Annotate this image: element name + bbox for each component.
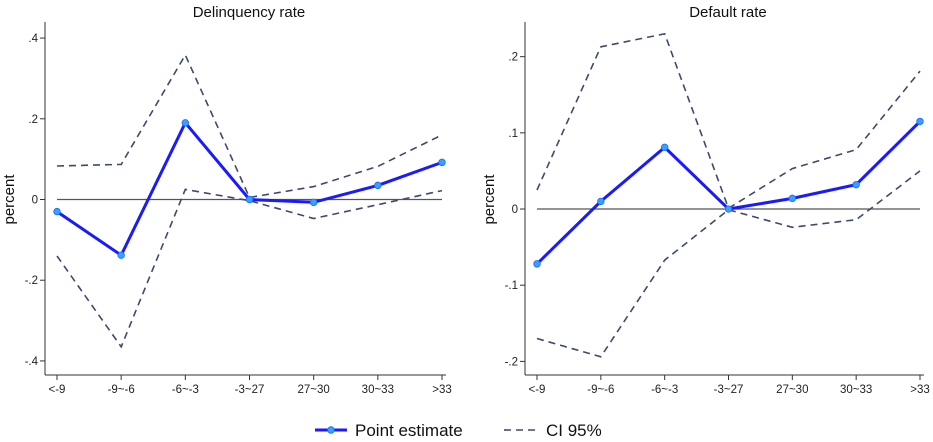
y-tick-label: 0 xyxy=(32,195,38,207)
x-tick-label: <-9 xyxy=(529,384,546,396)
legend-point-estimate-label: Point estimate xyxy=(355,421,463,440)
y-tick-label: 0 xyxy=(512,204,518,216)
point-estimate-marker xyxy=(788,194,797,203)
y-tick-label: -.2 xyxy=(505,356,518,368)
point-estimate-marker xyxy=(53,207,61,216)
y-axis-label: percent xyxy=(1,174,18,225)
x-tick-label: -6~-3 xyxy=(651,384,678,396)
point-estimate-marker xyxy=(597,197,605,206)
ci-lower-line xyxy=(56,188,443,349)
x-tick-label: 27~30 xyxy=(298,384,330,396)
point-estimate-marker xyxy=(533,260,541,268)
legend: Point estimate CI 95% xyxy=(315,421,602,440)
y-tick-label: -.2 xyxy=(25,275,38,287)
y-tick-label: -.4 xyxy=(25,356,39,368)
y-tick-label: .2 xyxy=(508,52,518,64)
chart-title: Delinquency rate xyxy=(193,4,306,21)
x-tick-label: <-9 xyxy=(49,384,66,396)
point-estimate-marker xyxy=(374,181,382,190)
ci-lower-line xyxy=(536,170,921,358)
panel-1: Delinquency rate percent -.4 -.2 0 .2 .4 <-9 -9~… xyxy=(1,4,452,396)
x-tick-label: 30~33 xyxy=(362,384,394,396)
x-tick-label: -3~27 xyxy=(235,384,265,396)
point-estimate-marker xyxy=(438,158,446,167)
x-tick-label: 30~33 xyxy=(840,384,872,396)
point-estimate-marker xyxy=(852,180,860,189)
ci-upper-line xyxy=(56,53,443,199)
y-tick-label: .2 xyxy=(28,114,38,126)
point-estimate-marker xyxy=(660,143,669,152)
panel-2: Default rate percent -.2 -.1 0 .1 .2 <-9 -9~-6 -6… xyxy=(481,4,930,396)
y-tick-label: .1 xyxy=(508,128,518,140)
x-tick-label: -6~-3 xyxy=(172,384,199,396)
point-estimate-marker xyxy=(724,205,733,213)
y-axis-label: percent xyxy=(481,174,498,225)
y-tick-label: .4 xyxy=(28,33,38,45)
x-tick-label: -3~27 xyxy=(714,384,744,396)
x-tick-label: -9~-6 xyxy=(108,384,135,396)
legend-ci-label: CI 95% xyxy=(546,421,602,440)
legend-point-estimate-marker xyxy=(327,426,335,434)
chart-title: Default rate xyxy=(689,4,767,21)
x-tick-label: >33 xyxy=(432,384,452,396)
point-estimate-marker xyxy=(245,195,254,204)
point-estimate-marker xyxy=(309,198,318,207)
x-tick-label: -9~-6 xyxy=(587,384,614,396)
point-estimate-line xyxy=(56,120,443,258)
y-tick-label: -.1 xyxy=(505,280,518,292)
ci-upper-line xyxy=(536,32,921,210)
point-estimate-marker xyxy=(117,251,125,259)
point-estimate-marker xyxy=(181,119,190,127)
point-estimate-marker xyxy=(916,117,924,126)
x-tick-label: >33 xyxy=(910,384,930,396)
x-tick-label: 27~30 xyxy=(776,384,808,396)
